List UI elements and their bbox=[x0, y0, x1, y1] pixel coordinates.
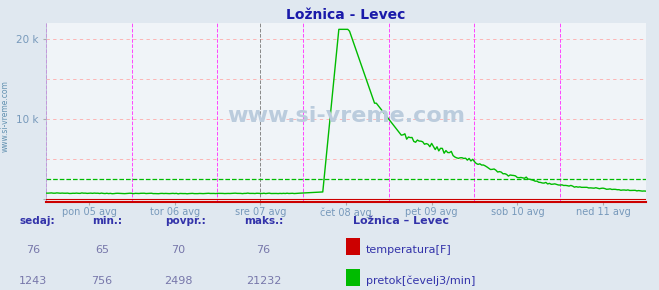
Text: 70: 70 bbox=[171, 244, 185, 255]
Text: 65: 65 bbox=[95, 244, 109, 255]
Text: www.si-vreme.com: www.si-vreme.com bbox=[1, 80, 10, 152]
Text: 2498: 2498 bbox=[163, 276, 192, 286]
Text: min.:: min.: bbox=[92, 216, 123, 226]
Bar bbox=[346, 269, 360, 286]
Text: www.si-vreme.com: www.si-vreme.com bbox=[227, 106, 465, 126]
Text: maks.:: maks.: bbox=[244, 216, 283, 226]
Text: temperatura[F]: temperatura[F] bbox=[366, 244, 451, 255]
Text: povpr.:: povpr.: bbox=[165, 216, 206, 226]
Text: 76: 76 bbox=[26, 244, 40, 255]
Text: 756: 756 bbox=[92, 276, 113, 286]
Bar bbox=[346, 238, 360, 255]
Text: sedaj:: sedaj: bbox=[20, 216, 55, 226]
Title: Ložnica - Levec: Ložnica - Levec bbox=[286, 8, 406, 22]
Text: pretok[čevelj3/min]: pretok[čevelj3/min] bbox=[366, 276, 475, 287]
Text: 76: 76 bbox=[256, 244, 271, 255]
Text: Ložnica – Levec: Ložnica – Levec bbox=[353, 216, 449, 226]
Text: 21232: 21232 bbox=[246, 276, 281, 286]
Text: 1243: 1243 bbox=[19, 276, 47, 286]
